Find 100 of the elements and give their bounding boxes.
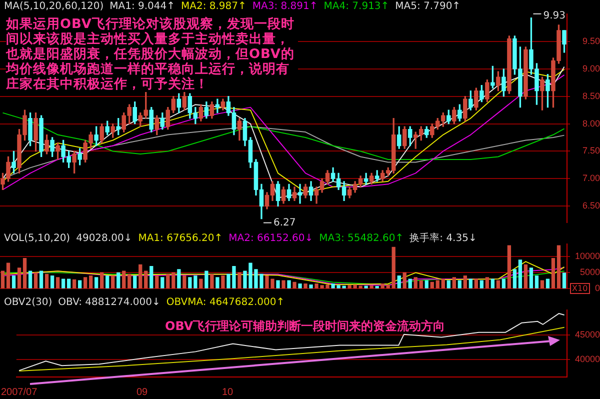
bar — [276, 280, 280, 288]
bar — [424, 280, 428, 288]
annotation: 换手率: 4.35↓ — [410, 233, 477, 244]
bar — [287, 280, 291, 288]
bar — [524, 264, 528, 288]
bar — [292, 282, 296, 288]
x-tick-label: 10 — [222, 386, 234, 398]
annotation: MA1: 67656.20↑ — [138, 233, 223, 244]
bar — [106, 276, 110, 288]
y-tick-label: 8.50 — [582, 90, 600, 101]
text: OBVMA: 4647682.000↑ — [166, 297, 285, 308]
annotation: 6.27 — [273, 217, 296, 228]
bar — [22, 258, 27, 288]
y-tick-label: 40000 — [574, 354, 600, 364]
bar — [133, 276, 137, 288]
bar — [56, 277, 60, 288]
y-tick-label: 7.00 — [582, 173, 600, 184]
x-tick-label: 09 — [136, 386, 148, 398]
y-tick-label: 10000 — [574, 251, 600, 262]
bar — [468, 278, 472, 288]
bar — [551, 258, 556, 288]
bar — [480, 280, 484, 288]
bar — [402, 272, 406, 288]
x-tick-label: 2007/07 — [0, 386, 38, 398]
bar — [463, 276, 467, 288]
bar — [50, 276, 54, 288]
text: OBV2(30) — [4, 297, 52, 308]
bar — [150, 266, 154, 288]
bar — [6, 262, 10, 288]
bar — [61, 278, 66, 288]
bar — [419, 280, 423, 288]
annotation: 49028.00↓ — [76, 233, 132, 244]
bar — [204, 270, 208, 288]
y-tick-label: 45000 — [574, 329, 600, 340]
text: OBV: 4881274.000↓ — [58, 297, 160, 308]
bar — [12, 276, 16, 288]
bar — [28, 270, 32, 288]
bar — [0, 270, 5, 288]
bar — [72, 279, 76, 288]
bar — [89, 276, 93, 288]
annotation: MA2: 66152.60↓ — [228, 233, 314, 244]
bar — [370, 285, 374, 288]
bar — [122, 270, 126, 288]
bar — [199, 278, 203, 288]
y-tick-label: 8.00 — [582, 118, 600, 128]
bar — [518, 260, 522, 288]
bar — [66, 278, 71, 288]
bar — [458, 280, 462, 288]
annotation: 9.93 — [543, 10, 566, 22]
bar — [194, 276, 198, 288]
y-tick-label: 9.00 — [582, 63, 600, 74]
bar — [298, 283, 302, 288]
text: MA5: 7.790↑ — [395, 1, 461, 12]
text: MA(5,10,20,60,120) — [4, 1, 104, 12]
bar — [490, 278, 495, 288]
bar — [216, 277, 220, 288]
bar — [94, 277, 98, 288]
text: MA2: 8.987↑ — [181, 1, 246, 12]
bar — [238, 272, 242, 288]
bar — [380, 283, 384, 288]
bar — [39, 270, 44, 288]
bar — [221, 276, 225, 288]
bar — [507, 245, 512, 288]
annotation: OBV飞行理论可辅助判断一段时间来的资金流动方向 — [165, 318, 446, 335]
y-tick-label: 7.50 — [582, 146, 600, 156]
bar — [540, 280, 544, 288]
bar — [155, 276, 159, 288]
bar — [441, 278, 445, 288]
bar — [44, 274, 49, 288]
bar — [546, 278, 550, 288]
y-tick-label: 9.50 — [582, 36, 600, 46]
annotation: 如果运用OBV飞行理论对该股观察，发现一段时间以来该股是主动性买入量多于主动性卖出量，也就是阳盛阴衰，任凭股价大幅波动，但OBV的均价线像机场跑道一样的平稳向上运行，说明有庄家在其中积极运作，可予关注！ — [6, 17, 298, 92]
text: MA4: 7.913↑ — [324, 1, 390, 12]
bar — [309, 284, 313, 288]
bar — [144, 270, 148, 288]
bar — [160, 277, 164, 288]
bar — [17, 268, 22, 288]
bar — [502, 278, 506, 288]
bar — [474, 278, 478, 288]
annotation: VOL(5,10,20) — [4, 233, 70, 244]
annotation: MA3: 55482.60↑ — [319, 233, 404, 244]
bar — [556, 245, 561, 288]
bar — [414, 277, 418, 288]
bar — [177, 269, 181, 288]
text: MA1: 9.044↑ — [110, 1, 175, 12]
bar — [534, 276, 539, 288]
bar — [364, 286, 368, 288]
bar — [496, 280, 500, 288]
bar — [100, 272, 104, 288]
bar — [116, 272, 120, 288]
bar — [166, 274, 170, 288]
bar — [210, 274, 214, 288]
bar — [34, 272, 38, 288]
bar — [512, 269, 517, 288]
bar — [397, 276, 401, 288]
bar — [83, 277, 88, 288]
text: X10 — [570, 283, 590, 294]
bar — [172, 272, 176, 288]
text: MA3: 8.891↑ — [252, 1, 318, 12]
bar — [392, 246, 396, 288]
